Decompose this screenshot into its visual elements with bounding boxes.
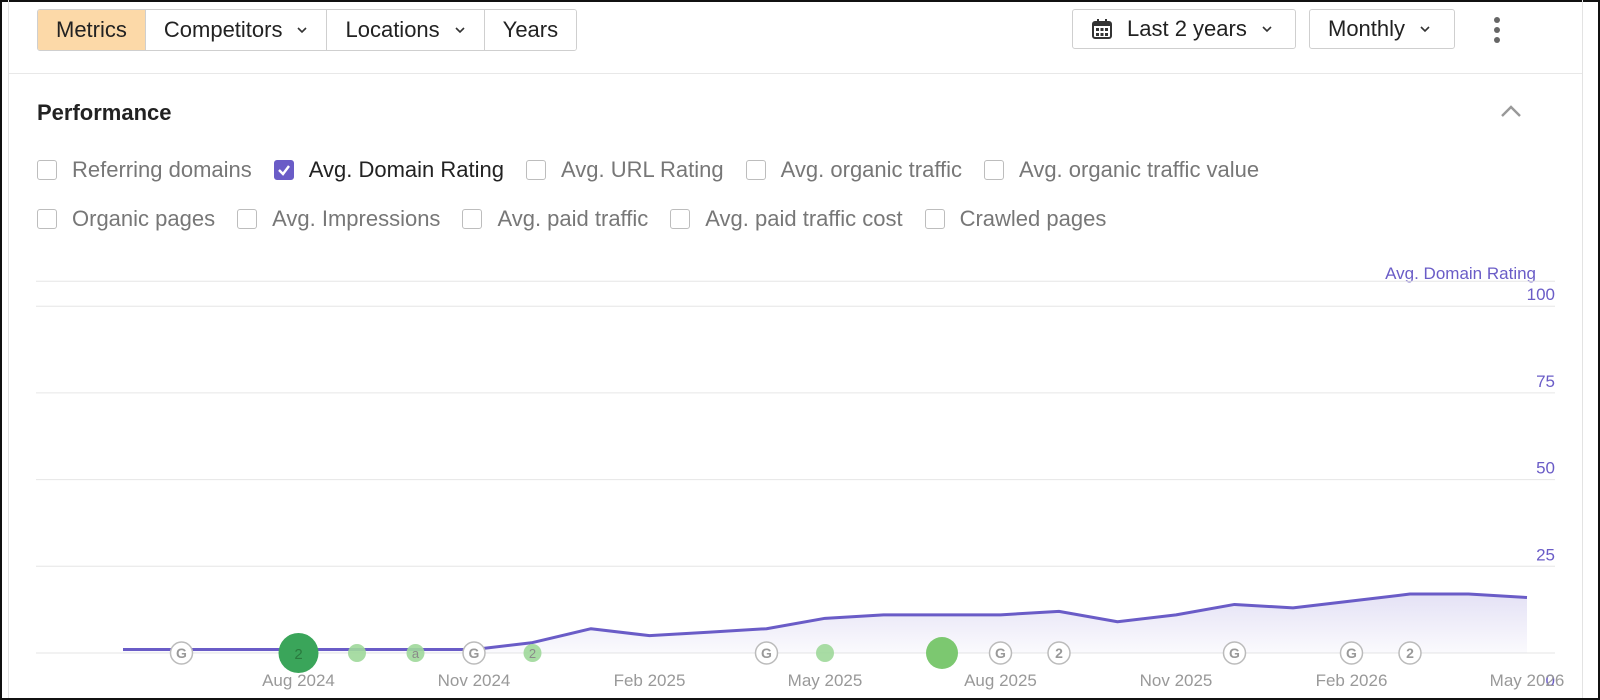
event-marker-label: 2 <box>1406 645 1414 661</box>
metric-avg-paid-traffic-cost[interactable]: Avg. paid traffic cost <box>670 206 903 232</box>
chevron-down-icon <box>1420 26 1430 33</box>
metric-label: Avg. organic traffic <box>780 157 963 182</box>
event-bubble-small <box>348 644 366 662</box>
metric-avg-paid-traffic[interactable]: Avg. paid traffic <box>462 206 648 232</box>
checkbox[interactable] <box>237 209 258 229</box>
metric-avg-domain-rating[interactable]: Avg. Domain Rating <box>273 157 504 183</box>
metric-label: Avg. paid traffic <box>497 206 649 231</box>
tab-competitors[interactable]: Competitors <box>145 10 328 50</box>
y-tick-label: 25 <box>1536 545 1555 564</box>
metric-referring-domains[interactable]: Referring domains <box>37 157 252 183</box>
checkbox[interactable] <box>924 209 945 229</box>
metric-crawled-pages[interactable]: Crawled pages <box>924 206 1107 232</box>
metric-label: Avg. Domain Rating <box>308 157 504 182</box>
tab-metrics-label: Metrics <box>56 17 127 42</box>
tab-competitors-label: Competitors <box>163 17 283 42</box>
metric-label: Avg. Impressions <box>272 206 441 231</box>
chevron-up-icon[interactable] <box>1499 103 1523 119</box>
checkbox[interactable] <box>526 160 546 180</box>
metric-label: Crawled pages <box>959 206 1107 231</box>
event-bubble-large <box>278 633 319 673</box>
google-update-marker <box>988 641 1013 665</box>
event-bubble-large <box>926 637 958 669</box>
google-update-marker <box>169 641 194 665</box>
granularity-label: Monthly <box>1328 16 1406 41</box>
metric-avg-organic-traffic[interactable]: Avg. organic traffic <box>745 157 963 183</box>
y-axis-series-label: Avg. Domain Rating <box>1385 264 1536 283</box>
event-marker-label: G <box>469 645 480 661</box>
tab-years-label: Years <box>502 17 559 42</box>
x-tick-label: Feb 2025 <box>614 671 686 690</box>
kebab-icon[interactable] <box>1489 16 1505 44</box>
google-update-marker <box>1339 641 1364 665</box>
checkbox-checked[interactable] <box>273 160 294 180</box>
y-tick-label: 0 <box>1546 671 1555 690</box>
event-marker-label: G <box>995 645 1006 661</box>
chevron-down-icon <box>1262 26 1272 33</box>
checkbox[interactable] <box>670 209 691 229</box>
tab-locations-label: Locations <box>345 17 440 42</box>
metric-label: Referring domains <box>72 157 252 182</box>
chevron-down-icon <box>455 27 465 34</box>
metric-label: Avg. paid traffic cost <box>705 206 903 231</box>
event-marker-label: 2 <box>1055 645 1063 661</box>
event-bubble-small <box>406 644 425 662</box>
google-update-marker <box>1222 641 1247 665</box>
metric-checkbox-row-1: Referring domains Avg. Domain Rating Avg… <box>37 157 1281 183</box>
date-range-label: Last 2 years <box>1127 16 1247 41</box>
checkbox[interactable] <box>462 209 483 229</box>
event-bubble-count: 2 <box>529 646 536 661</box>
checkbox[interactable] <box>37 160 57 180</box>
checkmark-icon <box>277 165 290 176</box>
tab-metrics[interactable]: Metrics <box>38 10 146 50</box>
event-marker-label: G <box>761 645 772 661</box>
date-range-button[interactable]: Last 2 years <box>1072 9 1296 49</box>
google-update-marker <box>462 641 486 665</box>
event-marker-label: G <box>1229 645 1240 661</box>
y-tick-label: 50 <box>1536 459 1555 478</box>
event-bubble-count: a <box>412 646 420 661</box>
metric-avg-url-rating[interactable]: Avg. URL Rating <box>526 157 724 183</box>
checkbox[interactable] <box>37 209 57 229</box>
checkbox[interactable] <box>745 160 766 180</box>
metric-label: Avg. URL Rating <box>561 157 724 182</box>
metric-checkbox-row-2: Organic pages Avg. Impressions Avg. paid… <box>37 206 1128 232</box>
metric-label: Avg. organic traffic value <box>1019 157 1260 182</box>
toolbar: Metrics Competitors Locations Years <box>9 0 1582 74</box>
granularity-select[interactable]: Monthly <box>1309 9 1455 49</box>
event-marker-label: G <box>1346 645 1357 661</box>
section-title: Performance <box>37 100 172 125</box>
metric-avg-organic-traffic-value[interactable]: Avg. organic traffic value <box>984 157 1259 183</box>
y-tick-label: 75 <box>1536 372 1555 391</box>
x-tick-label: May 2025 <box>788 671 863 690</box>
x-tick-label: Aug 2024 <box>262 671 335 690</box>
x-tick-label: May 2026 <box>1490 671 1565 690</box>
x-tick-label: Nov 2025 <box>1140 671 1213 690</box>
chevron-down-icon <box>297 27 308 34</box>
google-update-marker <box>1047 641 1071 665</box>
google-update-marker <box>1398 641 1422 665</box>
metric-organic-pages[interactable]: Organic pages <box>37 206 215 232</box>
x-tick-label: Aug 2025 <box>964 671 1037 690</box>
report-panel: Metrics Competitors Locations Years <box>8 0 1583 698</box>
event-bubble-small <box>523 644 542 662</box>
event-marker-label: G <box>176 645 187 661</box>
view-tabs: Metrics Competitors Locations Years <box>37 9 578 51</box>
y-tick-label: 100 <box>1527 285 1555 304</box>
x-tick-label: Feb 2026 <box>1316 671 1388 690</box>
tab-locations[interactable]: Locations <box>327 10 485 50</box>
metric-label: Organic pages <box>72 206 216 231</box>
event-bubble-small <box>816 644 834 662</box>
series-area <box>123 594 1527 653</box>
x-tick-label: Nov 2024 <box>438 671 511 690</box>
checkbox[interactable] <box>984 160 1005 180</box>
google-update-marker <box>754 641 779 665</box>
metric-avg-impressions[interactable]: Avg. Impressions <box>237 206 440 232</box>
calendar-icon <box>1092 19 1112 39</box>
tab-years[interactable]: Years <box>484 10 577 50</box>
event-bubble-count: 2 <box>294 646 302 663</box>
